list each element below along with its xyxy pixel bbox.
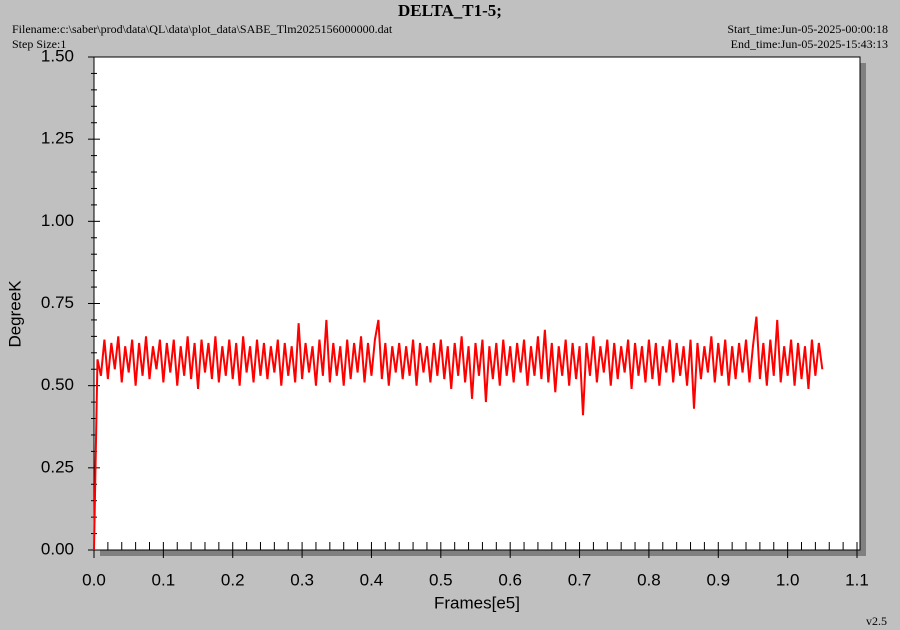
- y-tick-label: 0.75: [41, 293, 74, 312]
- y-tick-label: 1.00: [41, 211, 74, 230]
- chart-title: DELTA_T1-5;: [398, 1, 502, 20]
- x-tick-label: 0.5: [429, 570, 453, 589]
- y-tick-label: 1.50: [41, 46, 74, 65]
- x-tick-label: 1.1: [845, 570, 869, 589]
- version: v2.5: [866, 614, 887, 628]
- x-tick-label: 0.1: [152, 570, 176, 589]
- data-line: [93, 316, 824, 551]
- x-tick-label: 0.9: [706, 570, 730, 589]
- x-axis-label: Frames[e5]: [434, 593, 520, 612]
- x-tick-label: 0.6: [498, 570, 522, 589]
- y-tick-label: 0.25: [41, 457, 74, 476]
- x-tick-label: 0.8: [637, 570, 661, 589]
- step-size: Step Size:1: [12, 37, 66, 51]
- plot-area: [93, 56, 861, 551]
- end-time: End_time:Jun-05-2025-15:43:13: [731, 37, 888, 51]
- y-tick-label: 1.25: [41, 129, 74, 148]
- y-tick-label: 0.50: [41, 375, 74, 394]
- y-tick-label: 0.00: [41, 539, 74, 558]
- filename: Filename:c:\saber\prod\data\QL\data\plot…: [12, 22, 393, 36]
- x-tick-label: 1.0: [776, 570, 800, 589]
- y-axis-label: DegreeK: [5, 280, 24, 348]
- x-tick-label: 0.4: [360, 570, 384, 589]
- x-tick-label: 0.2: [221, 570, 245, 589]
- x-tick-label: 0.3: [290, 570, 314, 589]
- x-tick-label: 0.0: [82, 570, 106, 589]
- start-time: Start_time:Jun-05-2025-00:00:18: [727, 22, 888, 36]
- x-tick-label: 0.7: [568, 570, 592, 589]
